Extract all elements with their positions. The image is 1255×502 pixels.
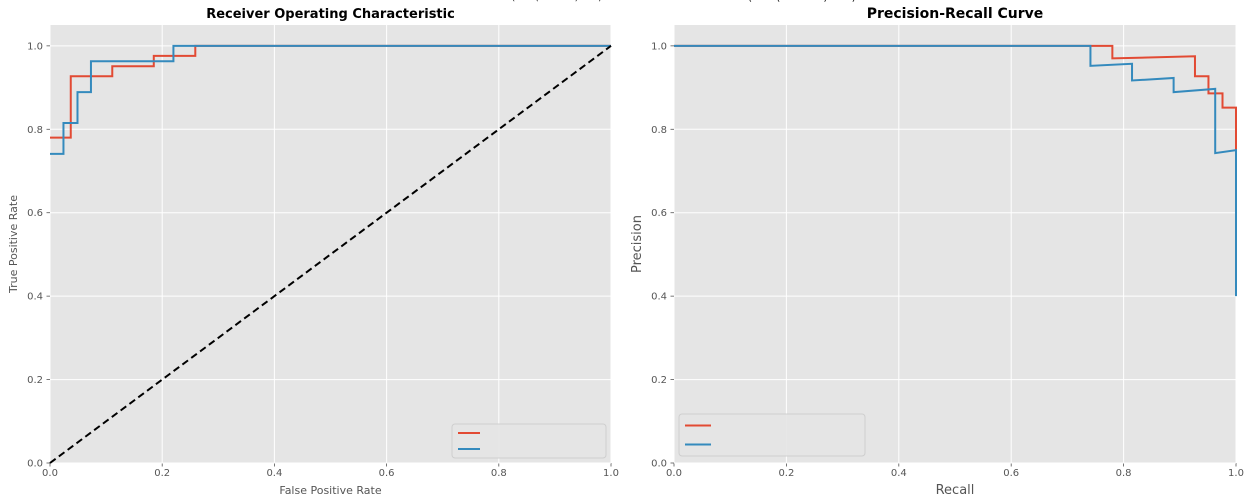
x-tick-label: 0.2 xyxy=(778,468,794,479)
legend-label: Non-CHD (area = 0.97) xyxy=(717,0,856,3)
x-tick-label: 0.4 xyxy=(891,468,907,479)
y-axis-label: True Positive Rate xyxy=(7,195,20,294)
x-axis-label: False Positive Rate xyxy=(279,484,381,497)
y-tick-label: 0.0 xyxy=(27,459,43,470)
x-tick-label: 0.6 xyxy=(1003,468,1019,479)
x-tick-label: 0.0 xyxy=(42,468,58,479)
legend-label: CHD (area = 0.99) xyxy=(717,0,828,3)
chart-title: Precision-Recall Curve xyxy=(867,6,1044,22)
series-line-2 xyxy=(50,44,611,155)
legend: CHD (area = 0.98)Non-CHD (area = 0.98) xyxy=(451,0,607,459)
y-tick-label: 0.2 xyxy=(27,375,43,386)
x-tick-label: 0.2 xyxy=(154,468,170,479)
y-tick-label: 0.8 xyxy=(27,125,43,136)
y-tick-label: 0.8 xyxy=(651,125,667,136)
y-tick-label: 1.0 xyxy=(651,41,667,52)
series-line-1 xyxy=(674,44,1237,151)
legend-box xyxy=(451,423,607,459)
plot-area xyxy=(674,25,1236,463)
chart-1: 0.0 0.2 0.4 0.6 0.8 1.0 0.0 0.2 0.4 0.6 0.8 1.0 Rece… xyxy=(7,0,619,497)
x-tick-label: 0.0 xyxy=(666,468,682,479)
diagonal-reference-line xyxy=(49,45,612,464)
legend-box xyxy=(678,413,866,457)
x-tick-label: 0.8 xyxy=(491,468,507,479)
y-tick-label: 0.4 xyxy=(651,292,667,303)
series-line-1 xyxy=(50,44,611,139)
x-tick-label: 1.0 xyxy=(1228,468,1244,479)
x-tick-label: 0.8 xyxy=(1116,468,1132,479)
x-tick-label: 0.6 xyxy=(379,468,395,479)
x-tick-label: 0.4 xyxy=(266,468,282,479)
legend: CHD (area = 0.99)Non-CHD (area = 0.97) xyxy=(678,0,866,457)
y-tick-label: 0.0 xyxy=(651,459,667,470)
chart-2: 0.0 0.2 0.4 0.6 0.8 1.0 0.0 0.2 0.4 0.6 0.8 1.0 Prec… xyxy=(630,0,1244,498)
y-tick-label: 0.4 xyxy=(27,292,43,303)
series-line-2 xyxy=(674,44,1237,297)
y-tick-label: 0.2 xyxy=(651,375,667,386)
y-tick-label: 0.6 xyxy=(27,208,43,219)
legend-label: Non-CHD (area = 0.98) xyxy=(486,0,602,3)
legend-label: CHD (area = 0.98) xyxy=(486,0,579,3)
y-tick-label: 1.0 xyxy=(27,41,43,52)
x-axis-label: Recall xyxy=(936,483,975,498)
chart-title: Receiver Operating Characteristic xyxy=(206,7,455,22)
y-axis-label: Precision xyxy=(630,215,645,273)
plot-area xyxy=(50,25,611,463)
x-tick-label: 1.0 xyxy=(603,468,619,479)
y-tick-label: 0.6 xyxy=(651,208,667,219)
